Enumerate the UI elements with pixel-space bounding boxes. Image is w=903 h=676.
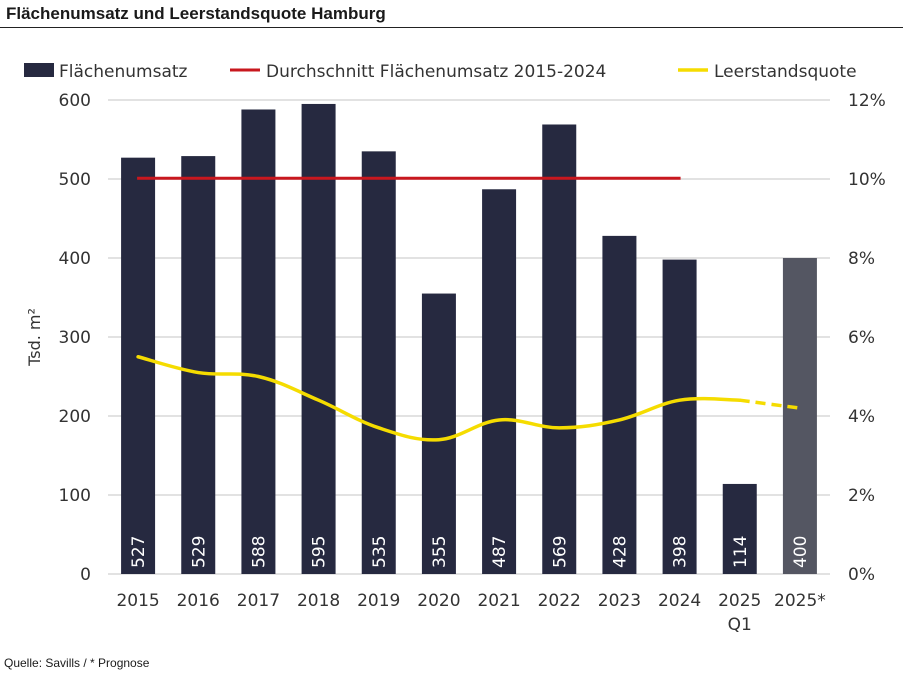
lines [136,176,801,442]
source-note: Quelle: Savills / * Prognose [4,656,150,670]
y-tick-label: 200 [59,407,91,427]
x-tick-label: 2019 [357,591,400,611]
y2-tick-label: 6% [848,328,875,348]
bar-value-label: 398 [671,536,691,568]
bar [241,109,276,574]
x-tick-label: 2016 [177,591,220,611]
y2-tick-label: 2% [848,486,875,506]
y2-tick-label: 0% [848,565,875,585]
bar [662,259,697,574]
bar [361,151,396,574]
bar-value-label: 487 [490,536,510,568]
bar [542,124,577,575]
y-tick-label: 0 [80,565,91,585]
legend-label-average: Durchschnitt Flächenumsatz 2015-2024 [266,62,606,82]
y-tick-label: 500 [59,170,91,190]
bar-value-label: 535 [370,536,390,568]
bar [482,189,517,574]
y2-tick-label: 4% [848,407,875,427]
y-tick-label: 400 [59,249,91,269]
bar [121,157,156,575]
bar-value-label: 527 [129,536,149,568]
x-tick-label: 2024 [658,591,701,611]
bar-value-label: 529 [189,536,209,568]
bar [181,156,216,574]
y-tick-label: 100 [59,486,91,506]
y2-tick-label: 12% [848,91,886,111]
chart-title: Flächenumsatz und Leerstandsquote Hambur… [6,4,386,23]
bar-value-label: 588 [249,536,269,568]
bar-value-label: 428 [610,536,630,568]
x-tick-label: 2017 [237,591,280,611]
axes: 0 100 200 300 400 500 600 0% 2% 4% 6% 8% 10% 12% Tsd. … [25,91,886,635]
legend-swatch-bar [24,63,54,77]
y2-tick-label: 10% [848,170,886,190]
bar [421,293,456,574]
x-tick-sublabel: Q1 [728,615,752,635]
bar-value-label: 114 [731,536,751,568]
bar-labels: 527 529 588 595 535 355 487 569 428 398 114 400 [129,536,811,568]
bar-value-label: 400 [791,536,811,568]
bar [301,103,336,574]
x-tick-label: 2021 [477,591,520,611]
x-tick-label: 2022 [538,591,581,611]
bar-value-label: 355 [430,536,450,568]
vacancy-line [136,355,742,442]
x-tick-label: 2025 [718,591,761,611]
y-axis-label: Tsd. m² [25,308,44,367]
grid-lines [108,99,830,575]
bar-value-label: 595 [310,536,330,568]
title-divider [0,27,903,28]
bar [722,483,757,574]
y2-tick-label: 8% [848,249,875,269]
bar-value-label: 569 [550,536,570,568]
x-tick-label: 2015 [116,591,159,611]
y-tick-label: 300 [59,328,91,348]
x-tick-label: 2020 [417,591,460,611]
legend-label-vacancy: Leerstandsquote [714,62,857,82]
bar [602,235,637,574]
bar [782,258,817,574]
x-tick-label: 2018 [297,591,340,611]
legend-label-bar: Flächenumsatz [59,62,188,82]
x-tick-label: 2023 [598,591,641,611]
y-tick-label: 600 [59,91,91,111]
bars [121,103,817,575]
x-tick-label: 2025* [774,591,826,611]
legend: Flächenumsatz Durchschnitt Flächenumsatz … [24,62,857,82]
vacancy-line-forecast [739,398,801,410]
